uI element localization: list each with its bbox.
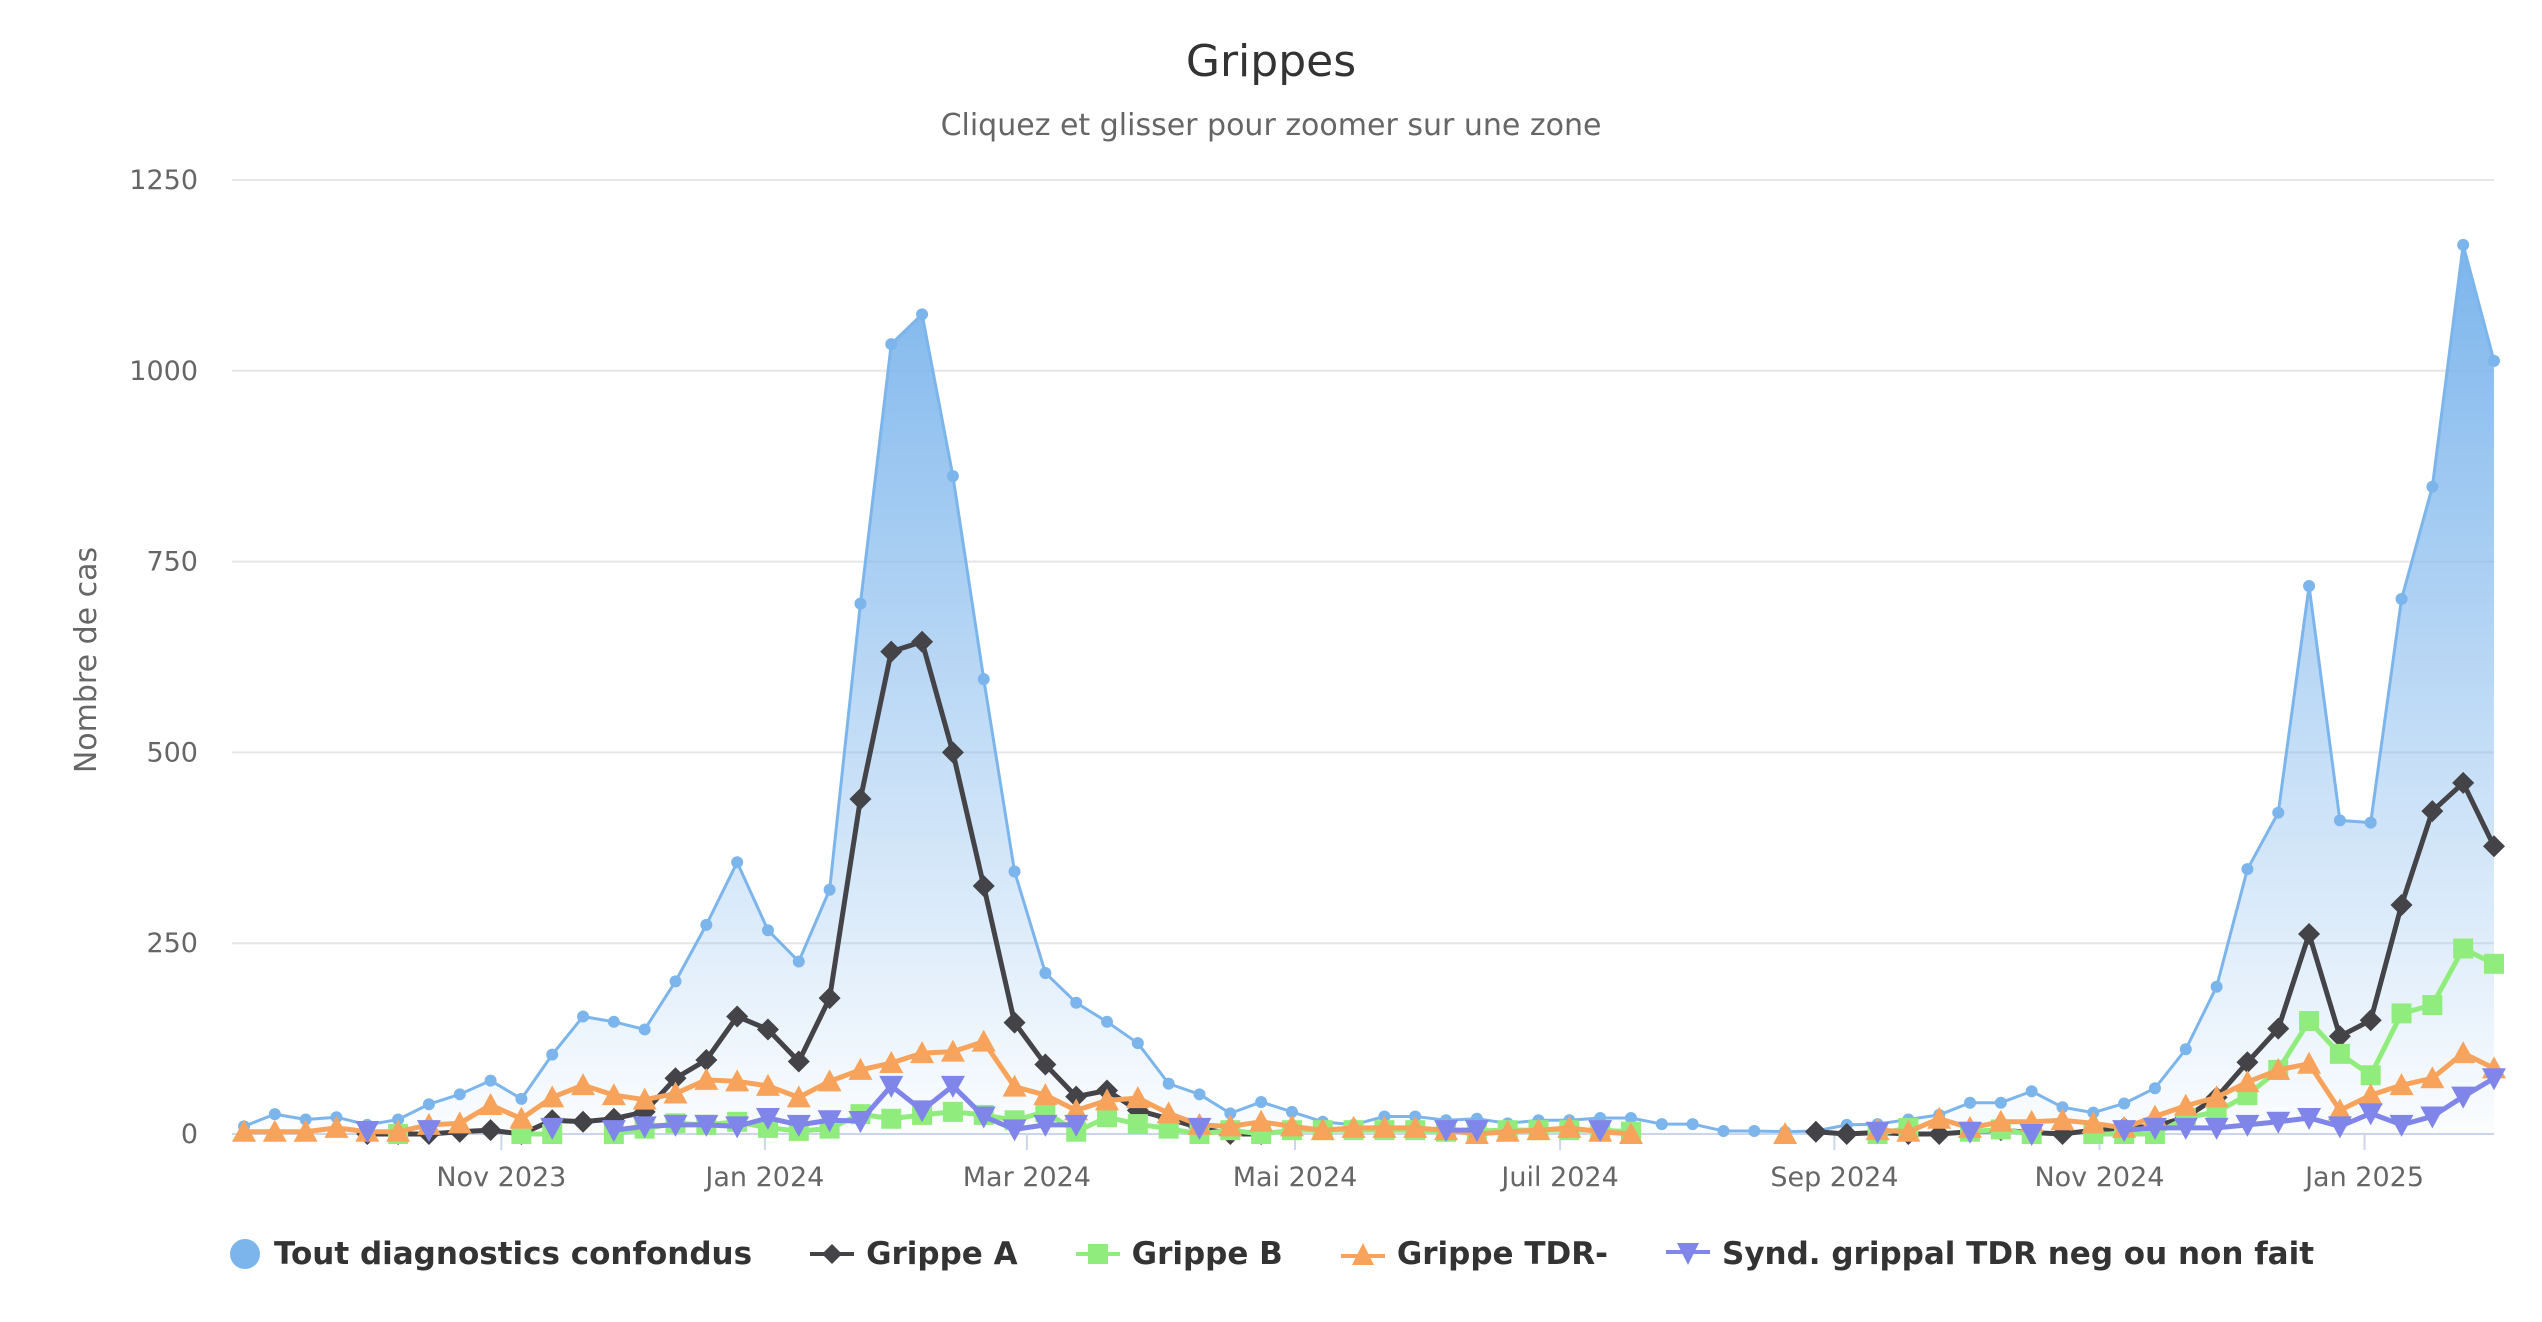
gridlines [232,179,2494,1135]
x-tick-label: Jan 2025 [2303,1162,2424,1193]
legend-label: Grippe B [1131,1236,1283,1272]
triangle-down-icon [1666,1243,1710,1265]
legend-label: Synd. grippal TDR neg ou non fait [1722,1236,2315,1272]
series-layer[interactable] [232,238,2506,1146]
legend-label: Grippe A [866,1236,1018,1272]
series-triangle-down[interactable] [355,1068,2506,1146]
x-tick-label: Sep 2024 [1770,1162,1898,1193]
y-tick-label: 500 [146,737,198,768]
y-tick-label: 250 [146,928,198,959]
legend-label: Tout diagnostics confondus [273,1236,753,1272]
x-tick-label: Mar 2024 [963,1162,1091,1193]
x-tick-label: Jan 2024 [703,1162,824,1193]
legend-item-tout-diagnostics[interactable]: Tout diagnostics confondus [228,1236,752,1272]
legend: Tout diagnostics confondus Grippe A Grip… [0,1236,2542,1272]
legend-label: Grippe TDR- [1396,1236,1608,1272]
legend-item-synd-grippal[interactable]: Synd. grippal TDR neg ou non fait [1666,1236,2314,1272]
x-axis: Nov 2023 Jan 2024 Mar 2024 Mai 2024 Juil 202… [436,1134,2424,1193]
series-circle[interactable] [238,238,2500,1138]
y-axis-title: Nombre de cas [69,547,104,773]
y-axis: 0 250 500 750 1000 1250 [129,165,198,1150]
y-tick-label: 1000 [129,356,198,387]
series-triangle[interactable] [232,1029,2506,1144]
chart-title: Grippes [1185,36,1357,87]
legend-item-grippe-tdr[interactable]: Grippe TDR- [1340,1236,1608,1272]
triangle-icon [1340,1243,1385,1265]
y-tick-label: 1250 [129,165,198,196]
legend-item-grippe-a[interactable]: Grippe A [810,1236,1018,1272]
x-tick-label: Juil 2024 [1499,1162,1618,1193]
circle-icon [229,1239,260,1269]
y-tick-label: 0 [181,1119,198,1150]
chart-subtitle: Cliquez et glisser pour zoomer sur une z… [940,108,1602,143]
diamond-icon [810,1244,855,1264]
square-icon [1075,1244,1120,1264]
y-tick-label: 750 [146,547,198,578]
legend-item-grippe-b[interactable]: Grippe B [1075,1236,1283,1272]
x-tick-label: Nov 2024 [2034,1162,2164,1193]
x-tick-label: Nov 2023 [436,1162,566,1193]
x-tick-label: Mai 2024 [1233,1162,1358,1193]
